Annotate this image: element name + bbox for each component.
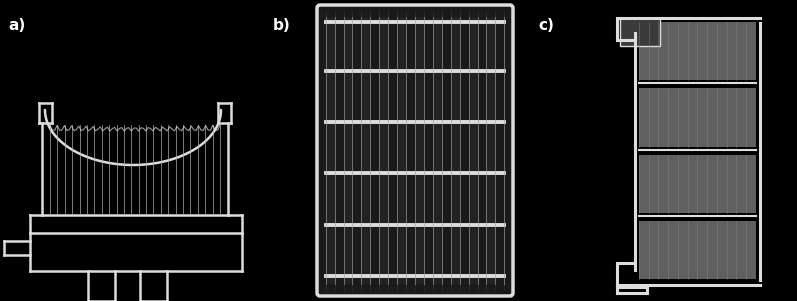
Polygon shape: [379, 17, 388, 284]
Polygon shape: [469, 17, 477, 284]
Polygon shape: [639, 154, 756, 213]
Polygon shape: [639, 88, 756, 147]
Polygon shape: [397, 17, 406, 284]
Polygon shape: [639, 221, 756, 279]
Polygon shape: [326, 17, 335, 284]
Polygon shape: [639, 22, 756, 80]
Polygon shape: [415, 17, 424, 284]
FancyBboxPatch shape: [317, 5, 513, 296]
Polygon shape: [451, 17, 460, 284]
Polygon shape: [344, 17, 352, 284]
Polygon shape: [433, 17, 442, 284]
Polygon shape: [620, 18, 660, 46]
Polygon shape: [361, 17, 371, 284]
Text: c): c): [538, 18, 554, 33]
Text: a): a): [8, 18, 26, 33]
Polygon shape: [486, 17, 496, 284]
Text: b): b): [273, 18, 291, 33]
